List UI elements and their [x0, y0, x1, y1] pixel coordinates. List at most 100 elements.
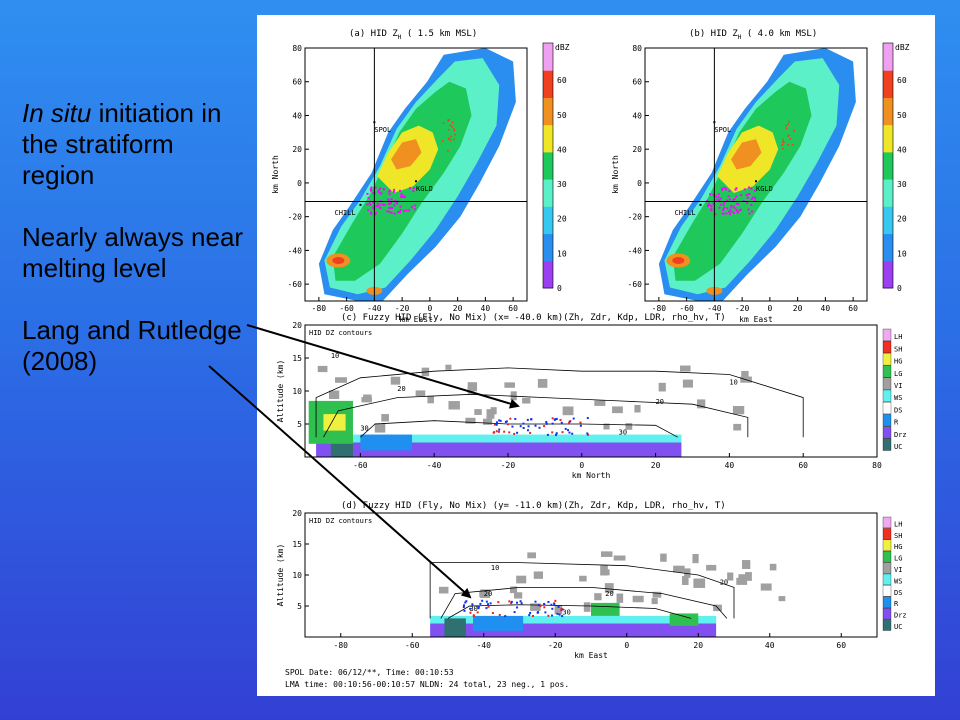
- reflectivity-speckle: [453, 138, 455, 141]
- colorbar-segment: [543, 260, 553, 289]
- hid-vertical-ice: [335, 377, 347, 383]
- hid-vertical-ice: [778, 596, 786, 602]
- y-axis-label: Altitude (km): [276, 544, 285, 607]
- contour-label: 30: [562, 609, 570, 617]
- legend-swatch: [882, 402, 892, 415]
- lightning-source: [737, 203, 740, 206]
- lightning-source: [516, 606, 519, 609]
- reflectivity-speckle: [782, 138, 784, 141]
- lightning-source: [736, 211, 739, 214]
- lightning-source: [510, 600, 513, 603]
- colorbar-segment: [543, 233, 553, 262]
- lightning-source: [746, 196, 749, 199]
- lightning-source: [534, 600, 537, 603]
- lightning-source: [719, 197, 722, 200]
- x-tick-label: 20: [651, 461, 661, 470]
- hid-vertical-ice: [533, 571, 543, 579]
- legend-swatch: [882, 377, 892, 390]
- reflectivity-speckle: [787, 144, 790, 146]
- lightning-source: [477, 607, 480, 610]
- lightning-source: [403, 196, 406, 199]
- hid-vertical-ice: [604, 583, 614, 593]
- hid-vertical-ice: [733, 423, 742, 431]
- hid-vertical-ice: [483, 418, 493, 425]
- lightning-source: [754, 189, 757, 192]
- lightning-source: [707, 202, 710, 205]
- lightning-source: [558, 613, 561, 616]
- lightning-source: [412, 187, 415, 190]
- hid-vertical-ice: [613, 555, 626, 561]
- hid-wet-snow-layer: [430, 615, 717, 624]
- x-tick-label: 0: [624, 641, 629, 650]
- caption-initiation-rest: initiation in the stratiform region: [22, 98, 222, 190]
- lightning-source: [495, 422, 498, 425]
- colorbar-segment: [883, 97, 893, 126]
- hid-vertical-ice: [486, 409, 495, 419]
- legend-label: LH: [894, 520, 902, 528]
- reflectivity-speckle: [448, 119, 451, 121]
- lightning-source: [469, 607, 472, 610]
- reflectivity-speckle: [781, 143, 784, 146]
- colorbar-unit: dBZ: [895, 43, 910, 52]
- lightning-source: [413, 208, 416, 211]
- x-tick-label: -40: [477, 641, 492, 650]
- lightning-source: [722, 212, 725, 215]
- lightning-source: [510, 602, 513, 605]
- contour-label: 30: [360, 425, 368, 433]
- hid-vertical-ice: [415, 390, 426, 397]
- lightning-source: [546, 433, 549, 436]
- lightning-source: [396, 202, 399, 205]
- y-tick-label: 15: [292, 354, 302, 363]
- lightning-source: [538, 426, 541, 429]
- lightning-source: [536, 611, 539, 614]
- figure-panel: -80 -60 -40 -20 0 20 40 60 -60 -40 -20 0 20 40 60 80 SPO…: [257, 15, 935, 696]
- hid-vertical-ice: [445, 364, 452, 370]
- lightning-source: [511, 425, 514, 428]
- colorbar-tick-label: 50: [897, 111, 907, 120]
- hid-vertical-ice: [522, 397, 531, 404]
- lightning-source: [487, 603, 490, 606]
- hid-vertical-ice: [328, 390, 340, 399]
- hid-vertical-ice: [741, 370, 749, 377]
- lightning-source: [728, 198, 731, 201]
- panel-title-subscript: H: [738, 34, 742, 41]
- panel-title-suffix: ( 4.0 km MSL): [741, 29, 817, 39]
- legend-label: DS: [894, 589, 902, 597]
- hid-vertical-ice: [760, 583, 772, 591]
- legend-label: VI: [894, 382, 902, 390]
- lightning-source: [386, 198, 389, 201]
- lightning-source: [408, 209, 411, 212]
- hid-vertical-ice: [381, 414, 389, 422]
- reflectivity-speckle: [447, 137, 450, 140]
- lightning-source: [472, 614, 475, 617]
- lightning-source: [557, 605, 560, 608]
- lightning-source: [479, 602, 482, 605]
- x-tick-label: -60: [405, 641, 420, 650]
- legend-swatch: [882, 539, 892, 551]
- hid-vertical-ice: [679, 365, 691, 372]
- lightning-source: [376, 202, 379, 205]
- lightning-source: [718, 199, 721, 202]
- lightning-source: [551, 417, 554, 420]
- lightning-source: [728, 210, 731, 213]
- site-marker: [373, 121, 376, 124]
- reflectivity-speckle: [787, 135, 789, 137]
- lightning-source: [401, 196, 404, 199]
- colorbar-tick-label: 30: [897, 180, 907, 189]
- lightning-source: [388, 210, 391, 213]
- reflectivity-speckle: [450, 139, 452, 141]
- lightning-source: [710, 205, 713, 208]
- lightning-source: [553, 603, 556, 606]
- x-tick-label: 60: [836, 641, 846, 650]
- lightning-source: [723, 202, 726, 205]
- x-tick-label: 80: [872, 461, 882, 470]
- lightning-source: [377, 189, 380, 192]
- site-marker: [713, 121, 716, 124]
- lightning-source: [730, 204, 733, 207]
- lightning-source: [519, 425, 522, 428]
- lightning-source: [405, 209, 408, 212]
- lightning-source: [477, 605, 480, 608]
- lightning-source: [723, 186, 726, 189]
- lightning-source: [390, 206, 393, 209]
- lightning-source: [554, 599, 557, 602]
